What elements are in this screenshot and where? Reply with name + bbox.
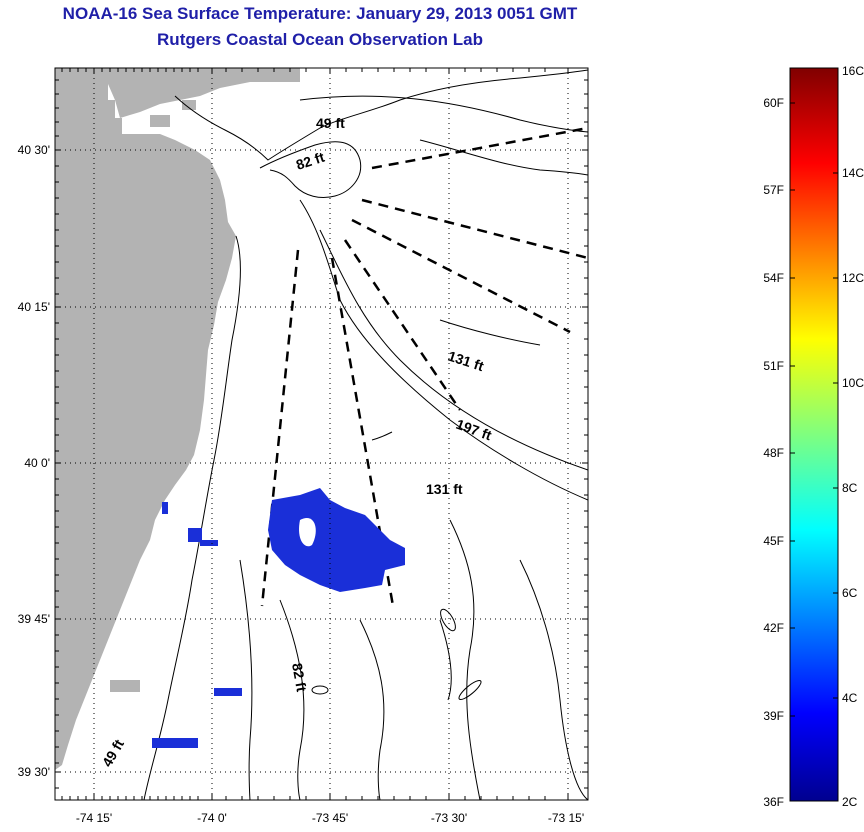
lat-label-39-30: 39 30': [18, 765, 50, 779]
lat-label-40-15: 40 15': [18, 300, 50, 314]
colorbar-label-16c: 16C: [842, 64, 864, 78]
colorbar-label-39f: 39F: [763, 709, 784, 723]
longitude-labels: -74 15' -74 0' -73 45' -73 30' -73 15': [76, 811, 584, 825]
colorbar-label-45f: 45F: [763, 534, 784, 548]
colorbar-label-36f: 36F: [763, 795, 784, 809]
lon-label-74-0: -74 0': [197, 811, 227, 825]
map-grid: [55, 68, 588, 800]
colorbar-label-51f: 51F: [763, 359, 784, 373]
colorbar-label-8c: 8C: [842, 481, 858, 495]
coastline: [143, 69, 588, 800]
colorbar-label-10c: 10C: [842, 376, 864, 390]
depth-label-49ft-north: 49 ft: [316, 115, 345, 131]
colorbar-label-4c: 4C: [842, 691, 858, 705]
colorbar-label-57f: 57F: [763, 183, 784, 197]
colorbar-label-2c: 2C: [842, 795, 858, 809]
map-frame: [54, 67, 589, 801]
colorbar-label-60f: 60F: [763, 96, 784, 110]
map-plot-area: 49 ft 82 ft 131 ft 197 ft 131 ft 82 ft 4…: [55, 68, 588, 800]
lat-label-39-45: 39 45': [18, 612, 50, 626]
cold-water-patches: [152, 488, 405, 748]
lon-label-73-30: -73 30': [431, 811, 467, 825]
latitude-labels: 40 30' 40 15' 40 0' 39 45' 39 30': [18, 143, 50, 779]
colorbar-label-14c: 14C: [842, 166, 864, 180]
colorbar-label-54f: 54F: [763, 271, 784, 285]
map-subtitle: Rutgers Coastal Ocean Observation Lab: [157, 30, 483, 49]
temperature-colorbar: 60F 57F 54F 51F 48F 45F 42F 39F 36F 16C …: [763, 64, 864, 809]
colorbar-gradient: [789, 67, 839, 802]
lon-label-73-45: -73 45': [312, 811, 348, 825]
colorbar-label-12c: 12C: [842, 271, 864, 285]
map-title: NOAA-16 Sea Surface Temperature: January…: [62, 4, 578, 23]
lat-label-40-30: 40 30': [18, 143, 50, 157]
depth-label-131ft-south: 131 ft: [426, 481, 463, 497]
lon-label-73-15: -73 15': [548, 811, 584, 825]
colorbar-label-48f: 48F: [763, 446, 784, 460]
lon-label-74-15: -74 15': [76, 811, 112, 825]
transect-lines: [260, 126, 588, 607]
depth-label-82ft-south: 82 ft: [289, 662, 310, 693]
land-mass: [55, 68, 300, 770]
colorbar-label-42f: 42F: [763, 621, 784, 635]
lat-label-40-0: 40 0': [24, 456, 50, 470]
colorbar-label-6c: 6C: [842, 586, 858, 600]
